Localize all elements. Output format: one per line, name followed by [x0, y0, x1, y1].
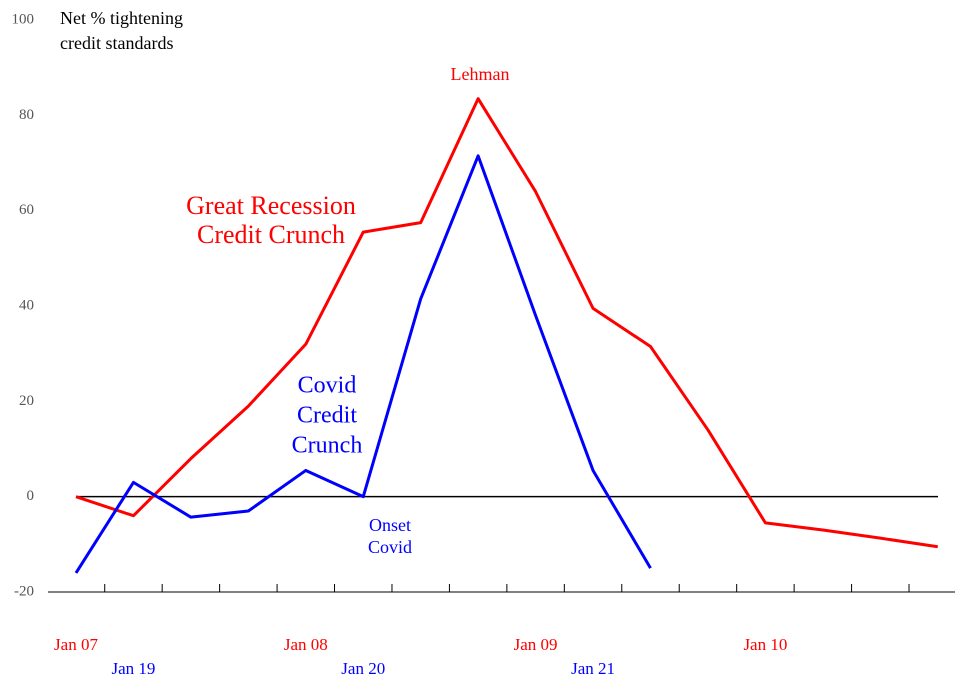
x-tick-label: Jan 20 [341, 659, 385, 678]
annotation: Credit Crunch [197, 220, 345, 249]
y-tick-label: 60 [19, 202, 34, 218]
x-tick-label: Jan 07 [54, 635, 98, 654]
y-axis-label: credit standards [60, 33, 173, 53]
series-line [74, 154, 652, 574]
annotation: Covid [368, 537, 412, 557]
x-tick-label: Jan 19 [111, 659, 155, 678]
y-tick-label: 0 [27, 488, 35, 504]
y-tick-label: 40 [19, 297, 34, 313]
x-tick-label: Jan 21 [571, 659, 615, 678]
annotation: Great Recession [186, 191, 356, 220]
x-tick-label: Jan 10 [743, 635, 787, 654]
x-tick-label: Jan 08 [284, 635, 328, 654]
y-tick-label: 80 [19, 107, 34, 123]
y-axis-label: Net % tightening [60, 8, 183, 28]
annotation: Covid [298, 373, 357, 399]
y-tick-label: 100 [12, 11, 35, 27]
x-tick-label: Jan 09 [514, 635, 558, 654]
annotation: Credit [297, 403, 357, 429]
annotation: Lehman [451, 64, 510, 84]
annotation: Onset [369, 515, 411, 535]
y-tick-label: -20 [14, 583, 34, 599]
y-tick-label: 20 [19, 393, 34, 409]
annotation: Crunch [292, 433, 363, 459]
series-line [75, 97, 938, 549]
